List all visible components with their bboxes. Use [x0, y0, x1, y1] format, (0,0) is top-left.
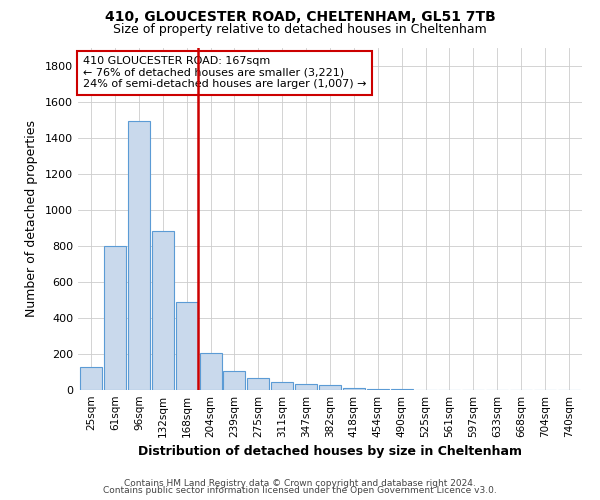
- Bar: [343, 388, 365, 390]
- X-axis label: Distribution of detached houses by size in Cheltenham: Distribution of detached houses by size …: [138, 446, 522, 458]
- Bar: [247, 378, 269, 390]
- Text: Contains HM Land Registry data © Crown copyright and database right 2024.: Contains HM Land Registry data © Crown c…: [124, 478, 476, 488]
- Text: Contains public sector information licensed under the Open Government Licence v3: Contains public sector information licen…: [103, 486, 497, 495]
- Bar: [128, 122, 150, 390]
- Bar: [295, 384, 317, 390]
- Y-axis label: Number of detached properties: Number of detached properties: [25, 120, 38, 318]
- Text: 410, GLOUCESTER ROAD, CHELTENHAM, GL51 7TB: 410, GLOUCESTER ROAD, CHELTENHAM, GL51 7…: [104, 10, 496, 24]
- Bar: [176, 302, 197, 390]
- Bar: [271, 382, 293, 390]
- Text: 410 GLOUCESTER ROAD: 167sqm
← 76% of detached houses are smaller (3,221)
24% of : 410 GLOUCESTER ROAD: 167sqm ← 76% of det…: [83, 56, 367, 90]
- Text: Size of property relative to detached houses in Cheltenham: Size of property relative to detached ho…: [113, 22, 487, 36]
- Bar: [319, 384, 341, 390]
- Bar: [367, 389, 389, 390]
- Bar: [200, 353, 221, 390]
- Bar: [104, 246, 126, 390]
- Bar: [152, 232, 174, 390]
- Bar: [223, 371, 245, 390]
- Bar: [80, 368, 102, 390]
